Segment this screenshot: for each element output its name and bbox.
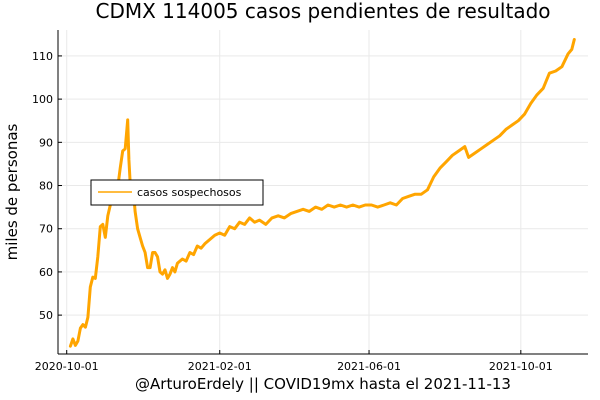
- x-tick-label: 2021-10-01: [489, 360, 553, 373]
- y-tick-label: 50: [39, 309, 53, 322]
- y-ticks: 50 60 70 80 90 100 110: [32, 50, 62, 322]
- y-tick-label: 80: [39, 180, 53, 193]
- y-tick-label: 60: [39, 266, 53, 279]
- x-tick-label: 2020-10-01: [35, 360, 99, 373]
- x-tick-label: 2021-02-01: [188, 360, 252, 373]
- y-tick-label: 110: [32, 50, 53, 63]
- x-axis-label: @ArturoErdely || COVID19mx hasta el 2021…: [135, 375, 511, 393]
- legend: casos sospechosos: [90, 179, 264, 206]
- y-tick-label: 90: [39, 136, 53, 149]
- y-axis-label: miles de personas: [3, 123, 21, 260]
- y-tick-label: 100: [32, 93, 53, 106]
- y-tick-label: 70: [39, 223, 53, 236]
- axes: [57, 30, 588, 355]
- legend-label-casos-sospechosos: casos sospechosos: [137, 186, 242, 199]
- chart-title: CDMX 114005 casos pendientes de resultad…: [95, 0, 550, 23]
- x-ticks: 2020-10-01 2021-02-01 2021-06-01 2021-10-01: [35, 350, 553, 373]
- x-tick-label: 2021-06-01: [337, 360, 401, 373]
